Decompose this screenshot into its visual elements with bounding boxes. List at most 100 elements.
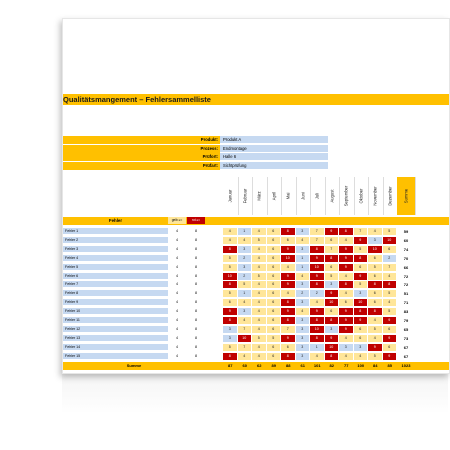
table-cell: 9: [339, 245, 353, 253]
rot-threshold: 8: [195, 318, 197, 322]
table-cell: 3: [324, 325, 338, 333]
table-cell: 10: [223, 272, 237, 280]
column-total: 85: [387, 363, 392, 368]
table-row-label: Fehler 15: [63, 352, 168, 360]
table-cell: 5: [382, 228, 396, 235]
table-cell: 6: [266, 290, 280, 298]
table-cell: 2: [237, 254, 251, 262]
month-header: Dezember: [383, 177, 398, 215]
table-cell: 4: [252, 325, 266, 333]
info-row: Prüfart: Sichtprüfung: [63, 161, 449, 170]
table-cell: 9: [324, 334, 338, 342]
gelb-threshold: 4: [176, 282, 178, 287]
table-cell: 7: [353, 228, 367, 235]
rot-threshold: 8: [195, 309, 197, 314]
table-cell: 5: [382, 308, 396, 316]
table-cell: 6: [266, 228, 280, 235]
table-cell: 3: [295, 228, 309, 235]
gelb-threshold: 4: [176, 309, 178, 314]
gelb-threshold: 4: [176, 353, 178, 358]
table-cell: 3: [223, 334, 237, 342]
table-cell: 8: [223, 352, 237, 360]
table-cell: 2: [295, 290, 309, 298]
table-cell: 9: [310, 308, 324, 316]
table-cell: 4: [368, 317, 382, 324]
table-cell: 7: [324, 245, 338, 253]
table-cell: 10: [382, 236, 396, 244]
rot-threshold: 8: [195, 326, 197, 331]
table-cell: 4: [252, 254, 266, 262]
month-label: Oktober: [358, 188, 364, 204]
table-cell: 3: [368, 236, 382, 244]
info-label: Prüfart:: [168, 161, 220, 170]
table-cell: 9: [382, 334, 396, 342]
summe-row-bg: [63, 362, 449, 370]
info-value: Halle 6: [220, 153, 328, 161]
table-cell: 6: [266, 343, 280, 351]
table-cell: 4: [252, 281, 266, 289]
month-label: Dezember: [387, 186, 393, 206]
table-cell: 8: [281, 317, 295, 324]
table-row-label: Fehler 12: [63, 325, 168, 333]
table-row-label: Fehler 5: [63, 263, 168, 271]
column-total: 84: [373, 363, 378, 368]
table-cell: 8: [382, 281, 396, 289]
table-cell: 4: [252, 228, 266, 235]
row-total: 79: [403, 318, 409, 323]
column-total: 82: [329, 363, 334, 368]
title-bar: [63, 94, 449, 105]
fehler-header: Fehler: [108, 218, 123, 223]
table-cell: 7: [382, 263, 396, 271]
table-cell: 9: [339, 317, 353, 324]
table-cell: 3: [223, 325, 237, 333]
table-cell: 3: [237, 245, 251, 253]
table-cell: 8: [324, 317, 338, 324]
month-header: November: [368, 177, 384, 215]
info-value: Endmontage: [220, 144, 328, 153]
table-cell: 8: [281, 228, 295, 235]
column-total: 100: [357, 363, 365, 368]
table-cell: 6: [266, 299, 280, 307]
table-cell: 4: [382, 299, 396, 307]
table-cell: 9: [281, 245, 295, 253]
column-total: 88: [286, 363, 291, 368]
table-row-label: Fehler 4: [63, 254, 168, 262]
table-cell: 9: [353, 236, 367, 244]
row-total: 66: [403, 264, 409, 270]
table-cell: 8: [223, 317, 237, 324]
table-cell: 8: [324, 352, 338, 360]
table-cell: 9: [382, 352, 396, 360]
table-cell: 7: [281, 325, 295, 333]
table-row-label: Fehler 10: [63, 308, 168, 316]
summe-header-label: Summe: [403, 188, 409, 204]
table-cell: 4: [339, 236, 353, 244]
table-row-label: Fehler 7: [63, 281, 168, 289]
gelb-threshold: 4: [176, 344, 178, 349]
month-label: Juni: [300, 192, 306, 200]
row-total: 70: [403, 255, 409, 261]
table-cell: 10: [310, 325, 324, 333]
table-cell: 8: [310, 317, 324, 324]
gelb-threshold: 4: [176, 291, 178, 296]
table-cell: 6: [266, 263, 280, 271]
rot-threshold: 8: [195, 246, 197, 251]
table-cell: 9: [339, 308, 353, 316]
row-total: 71: [403, 300, 409, 306]
month-label: Juli: [314, 192, 320, 200]
table-cell: 6: [368, 299, 382, 307]
table-cell: 4: [382, 272, 396, 280]
table-cell: 5: [266, 334, 280, 342]
table-cell: 5: [223, 254, 237, 262]
table-cell: 4: [295, 308, 309, 316]
summe-header: Summe: [397, 177, 416, 215]
table-cell: 4: [252, 343, 266, 351]
table-cell: 4: [237, 236, 251, 244]
table-cell: 9: [339, 254, 353, 262]
month-label: August: [329, 189, 335, 203]
month-label: März: [256, 191, 262, 201]
table-cell: 3: [353, 290, 367, 298]
rot-threshold: 8: [195, 255, 197, 260]
info-row: Prüfort: Halle 6: [63, 153, 449, 161]
info-label: Prüfort:: [168, 153, 220, 161]
table-cell: 5: [353, 281, 367, 289]
